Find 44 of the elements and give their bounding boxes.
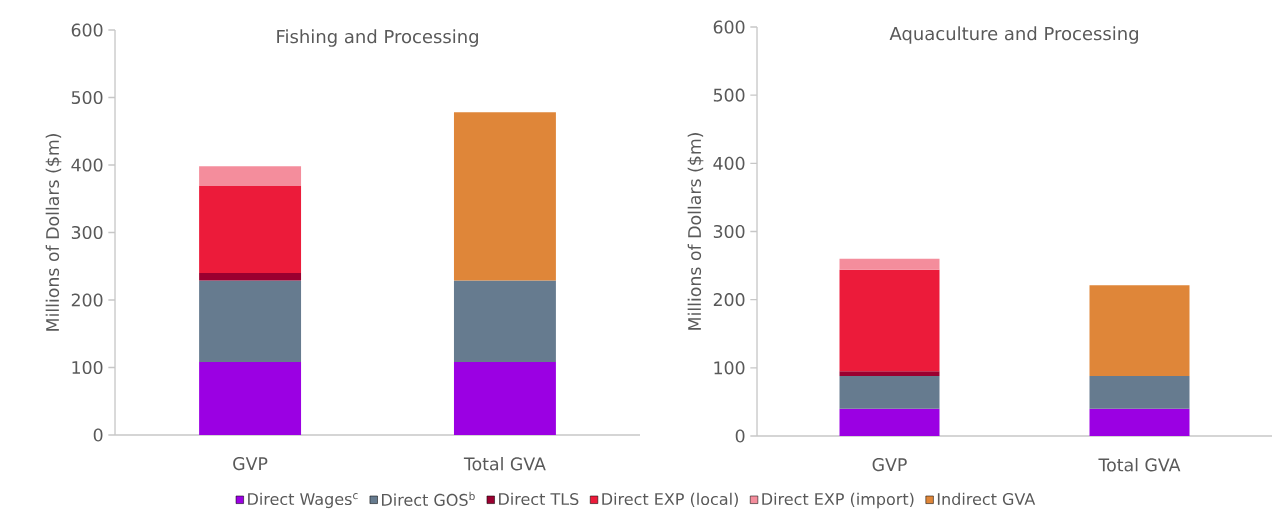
bar xyxy=(453,280,556,363)
y-tick-label: 300 xyxy=(713,224,745,239)
y-tick-label: 600 xyxy=(713,20,745,34)
x-tick-label: Total GVA xyxy=(1098,458,1181,472)
x-tick-label: GVP xyxy=(872,458,907,472)
bar xyxy=(453,112,556,281)
y-tick-label: 200 xyxy=(713,293,745,307)
bar xyxy=(1089,285,1190,376)
bar xyxy=(1089,376,1190,409)
bar xyxy=(839,269,940,372)
bar xyxy=(199,166,302,186)
bar xyxy=(199,272,302,281)
bar xyxy=(1089,408,1190,436)
bar xyxy=(839,258,940,270)
y-axis-title: Millions of Dollars ($m) xyxy=(687,133,704,330)
bar xyxy=(839,408,940,436)
y-tick-label: 100 xyxy=(714,361,745,375)
legend-label: Direct Wages$^{c}$ xyxy=(248,492,358,509)
y-tick-label: 100 xyxy=(72,360,103,375)
y-tick-label: 0 xyxy=(93,428,103,442)
y-tick-label: 400 xyxy=(71,158,103,172)
y-tick-label: 600 xyxy=(71,23,103,37)
x-tick-label: Total GVA xyxy=(463,457,546,471)
legend-label: Indirect GVA xyxy=(937,492,1036,506)
chart-title: Aquaculture and Processing xyxy=(889,26,1138,44)
legend-label: Direct GOS$^{b}$ xyxy=(382,491,475,506)
legend-label: Direct EXP (import) xyxy=(762,492,914,509)
bar xyxy=(199,362,302,435)
y-tick-label: 300 xyxy=(71,225,103,240)
y-axis-title: Millions of Dollars ($m) xyxy=(45,134,62,331)
y-tick-label: 200 xyxy=(71,293,103,307)
x-tick-label: GVP xyxy=(233,457,268,471)
bar xyxy=(839,371,940,376)
y-tick-label: 500 xyxy=(713,88,745,102)
legend-label: Direct EXP (local) xyxy=(602,492,738,507)
chart-title: Fishing and Processing xyxy=(277,29,478,47)
bar xyxy=(199,185,302,273)
legend-label: Direct TLS xyxy=(499,492,579,506)
y-tick-label: 500 xyxy=(71,90,103,105)
y-tick-label: 0 xyxy=(735,429,745,443)
bar xyxy=(839,376,940,409)
bar xyxy=(453,362,556,435)
bar xyxy=(199,280,302,363)
y-tick-label: 400 xyxy=(713,156,745,170)
